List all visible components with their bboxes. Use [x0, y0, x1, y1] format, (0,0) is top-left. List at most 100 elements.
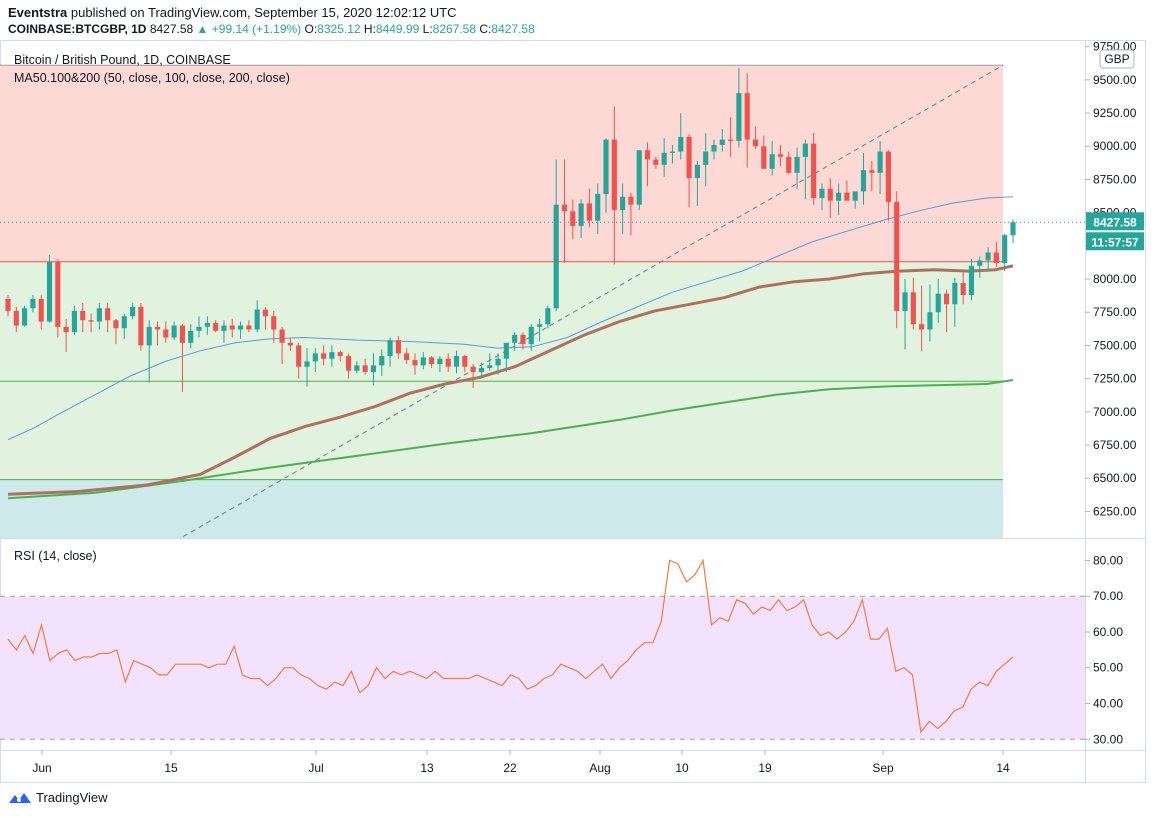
candle — [345, 353, 352, 379]
candle-body — [968, 265, 975, 295]
candle-body — [877, 151, 883, 173]
time-tick-label: Jun — [32, 761, 51, 775]
candle-body — [628, 196, 634, 205]
candle-body — [561, 204, 568, 212]
candle-body — [744, 93, 750, 140]
price-chart[interactable]: 6250.00 6500.00 6750.00 7000.00 7250.00 7500.… — [0, 40, 1158, 784]
candle — [321, 345, 327, 366]
candle — [960, 272, 966, 305]
currency-label: GBP — [1104, 52, 1129, 66]
candle — [786, 151, 792, 175]
footer-brand[interactable]: TradingView — [8, 790, 108, 805]
candle-body — [910, 292, 916, 325]
candle-body — [977, 260, 983, 266]
publish-text: published on TradingView.com, September … — [70, 5, 457, 20]
candle-body — [653, 159, 659, 165]
candle — [769, 140, 775, 176]
candle-body — [860, 170, 867, 192]
ohlc-header: COINBASE:BTCGBP, 1D 8427.58 ▲ +99.14 (+1… — [8, 22, 535, 36]
candle-body — [852, 191, 858, 201]
candle — [55, 259, 61, 338]
candle — [196, 316, 202, 338]
candle-body — [611, 139, 617, 210]
brand-label: TradingView — [36, 790, 108, 805]
price-tick-label: 8000.00 — [1093, 272, 1137, 286]
candle — [362, 358, 368, 375]
candle — [777, 144, 784, 167]
low-value: 8267.58 — [432, 22, 477, 36]
candle — [154, 321, 161, 346]
candle-body — [262, 309, 269, 317]
candle-body — [819, 188, 825, 199]
tradingview-logo-icon — [9, 792, 31, 803]
last-price-tag-bg — [1086, 212, 1144, 231]
currency-badge[interactable]: GBP — [1099, 49, 1135, 69]
candle — [985, 247, 991, 272]
candle-body — [321, 353, 327, 359]
countdown-tag-label: 11:57:57 — [1091, 235, 1139, 249]
candle-body — [811, 143, 817, 199]
rsi-tick-label: 50.00 — [1093, 661, 1123, 675]
candle-body — [935, 293, 941, 313]
candle — [661, 138, 667, 177]
price-tick-label: 6500.00 — [1093, 471, 1137, 485]
candle — [910, 277, 916, 330]
candle-body — [453, 356, 460, 367]
ma100-line — [7, 264, 1014, 496]
candle-body — [13, 310, 19, 326]
candle — [736, 67, 742, 148]
time-tick-label: 15 — [164, 761, 178, 775]
candle-body — [686, 136, 692, 179]
candle-body — [728, 139, 734, 141]
price-tick-label: 7000.00 — [1093, 405, 1137, 419]
candle — [370, 353, 377, 386]
candle-body — [536, 324, 543, 327]
candle — [13, 306, 19, 333]
candle — [171, 321, 177, 341]
candle-body — [1010, 222, 1016, 236]
candle-body — [487, 365, 493, 369]
candle — [71, 305, 78, 335]
candle-body — [387, 340, 393, 357]
price-tick-label: 6250.00 — [1093, 504, 1137, 518]
candle — [271, 310, 277, 343]
candle — [885, 150, 891, 221]
high-value: 8449.99 — [375, 22, 420, 36]
candle — [620, 183, 626, 234]
candle — [968, 259, 975, 301]
candle-body — [570, 211, 576, 226]
candle-body — [63, 326, 69, 333]
candle-body — [719, 139, 725, 145]
candle-body — [960, 283, 966, 295]
candle — [462, 354, 468, 372]
candle-body — [362, 365, 368, 372]
candle-body — [154, 326, 161, 330]
candle-body — [429, 357, 435, 365]
candle — [553, 159, 559, 311]
candle — [802, 139, 808, 200]
candle-body — [55, 261, 61, 327]
candle — [38, 294, 44, 330]
time-tick-label: 14 — [996, 761, 1010, 775]
rsi-title: RSI (14, close) — [14, 549, 97, 563]
candle-body — [279, 329, 285, 343]
candle-body — [528, 326, 534, 345]
time-tick-label: 13 — [420, 761, 434, 775]
candle-body — [412, 360, 418, 366]
candle-body — [188, 330, 194, 343]
candle-body — [993, 252, 999, 264]
candle-body — [802, 143, 808, 157]
candle — [719, 128, 725, 152]
candle-body — [379, 356, 385, 366]
candle — [520, 332, 526, 350]
last-price-tag: 8427.58 11:57:57 — [1086, 212, 1144, 251]
candle — [229, 318, 235, 338]
candle — [752, 126, 759, 149]
candle-body — [736, 93, 742, 141]
ma50-line — [7, 196, 1014, 441]
candle — [22, 305, 28, 327]
candle — [354, 361, 360, 374]
candle — [204, 316, 210, 335]
candle-body — [5, 298, 11, 311]
candle — [827, 178, 833, 218]
